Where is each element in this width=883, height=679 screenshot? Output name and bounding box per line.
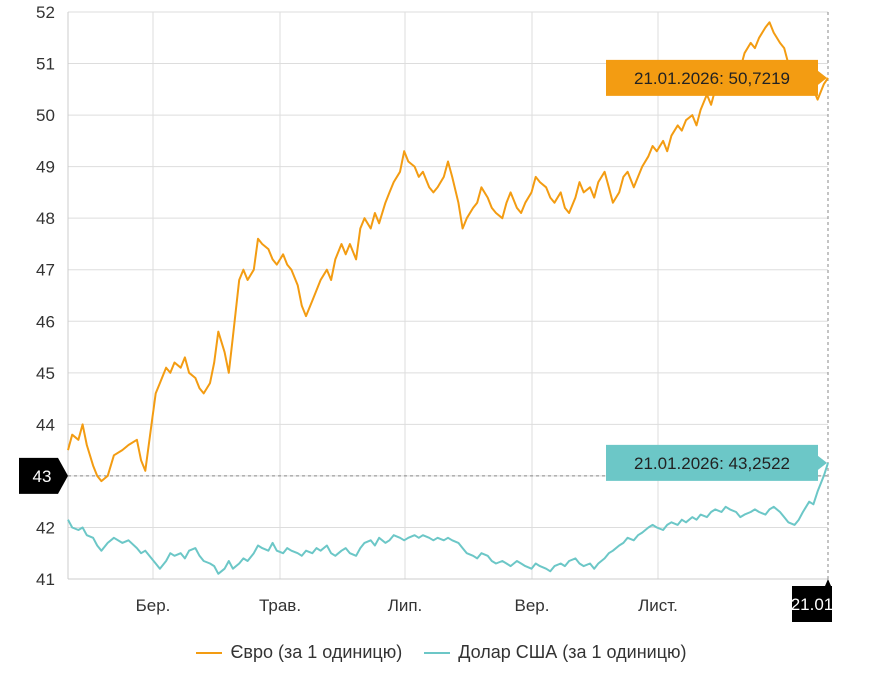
- y-tick-label: 47: [36, 261, 55, 280]
- crosshair-x-label-box: [792, 579, 832, 622]
- tooltip-box: [606, 59, 827, 96]
- crosshair-x-label: 21.01: [791, 579, 834, 622]
- crosshair-x-label-text: 21.01: [791, 595, 834, 614]
- y-tick-label: 49: [36, 158, 55, 177]
- y-tick-label: 48: [36, 209, 55, 228]
- legend-label-euro: Євро (за 1 одиницю): [230, 642, 403, 662]
- y-tick-label: 50: [36, 106, 55, 125]
- tooltip-euro: 21.01.2026: 50,7219: [606, 59, 827, 96]
- tooltip-text: 21.01.2026: 50,7219: [634, 69, 790, 88]
- x-tick-label: Трав.: [259, 596, 301, 615]
- tooltip-text: 21.01.2026: 43,2522: [634, 454, 790, 473]
- x-tick-label: Бер.: [136, 596, 171, 615]
- crosshair-y-label-text: 43: [33, 467, 52, 486]
- y-tick-label: 42: [36, 518, 55, 537]
- crosshair-y-label-box: [19, 457, 68, 494]
- y-tick-label: 41: [36, 570, 55, 589]
- legend-swatch-usd: [424, 651, 451, 654]
- y-tick-label: 46: [36, 312, 55, 331]
- x-tick-label: Лист.: [638, 596, 678, 615]
- crosshair-y-label: 43: [19, 457, 68, 494]
- y-tick-label: 52: [36, 3, 55, 22]
- series-line-usd: [67, 462, 829, 575]
- y-tick-label: 44: [36, 415, 55, 434]
- exchange-rate-chart[interactable]: 41 42 43 44 45 46 47 48 49 50 51 52 Бер. Трав. Лип. Вер…: [0, 0, 883, 640]
- legend-label-usd: Долар США (за 1 одиницю): [458, 642, 687, 662]
- legend-item-euro[interactable]: Євро (за 1 одиницю): [196, 642, 402, 663]
- x-tick-label: Лип.: [388, 596, 423, 615]
- tooltip-usd: 21.01.2026: 43,2522: [606, 444, 827, 481]
- tooltip-box: [606, 444, 827, 481]
- y-tick-label: 45: [36, 364, 55, 383]
- series-line-euro: [67, 21, 829, 483]
- legend-swatch-euro: [196, 651, 223, 654]
- chart-legend: Євро (за 1 одиницю) Долар США (за 1 один…: [0, 642, 883, 663]
- y-tick-label: 51: [36, 55, 55, 74]
- legend-item-usd[interactable]: Долар США (за 1 одиницю): [424, 642, 687, 663]
- x-tick-label: Вер.: [515, 596, 550, 615]
